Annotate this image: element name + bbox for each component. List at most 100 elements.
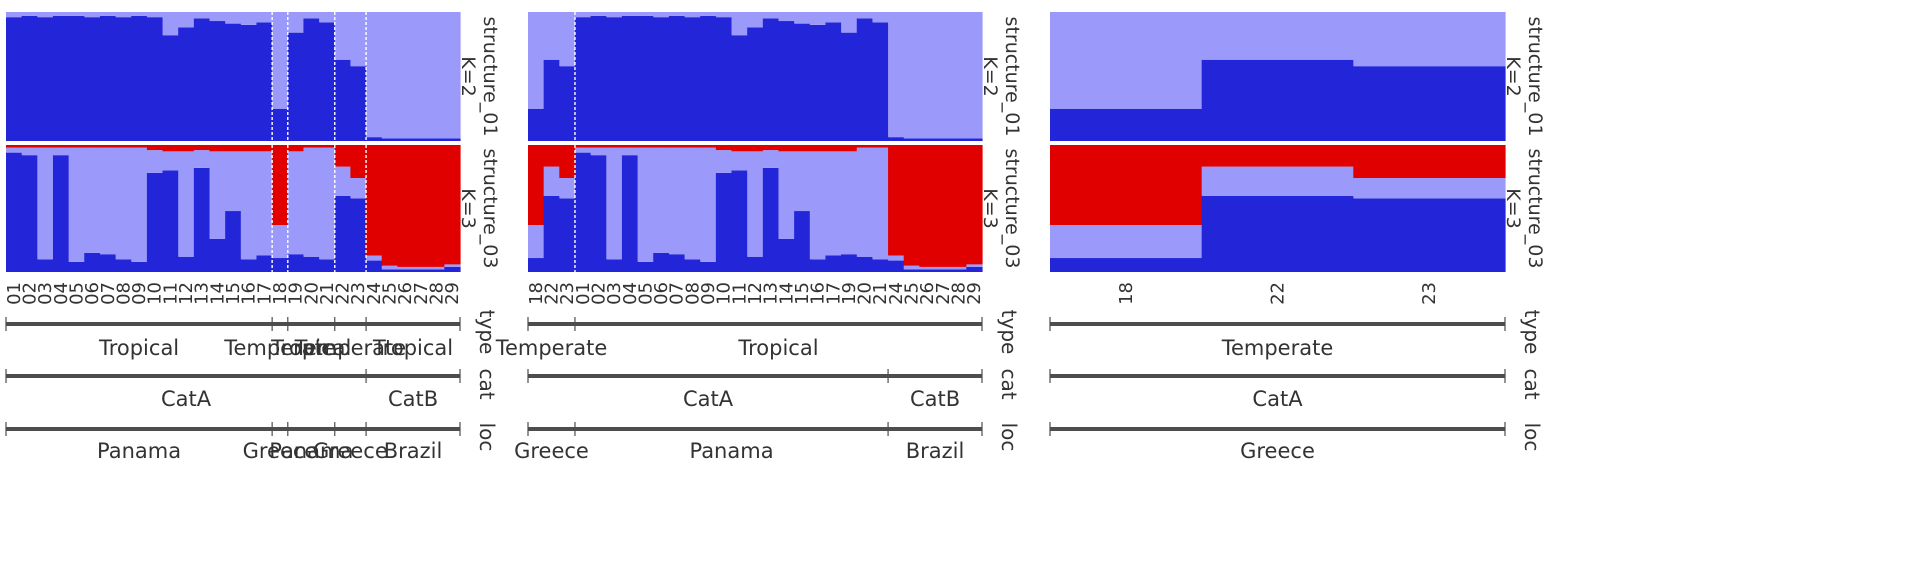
bar-segment-13-cluster1: [193, 167, 211, 272]
bar-segment-25-cluster1: [381, 138, 398, 141]
bar-segment-16-cluster2: [809, 12, 827, 25]
tick-label: 05: [635, 282, 656, 305]
bar-segment-11-cluster2: [162, 151, 179, 171]
bracket-type: Tropical TemperateTropicalTemperateTropic…: [5, 310, 499, 360]
bracket-name-label: loc: [475, 423, 499, 452]
bar-segment-22-cluster2: [334, 166, 352, 196]
row-k-label: K=2: [1502, 56, 1524, 96]
tick-label: 13: [192, 282, 213, 305]
bar-segment-12-cluster1: [178, 256, 195, 272]
bar-segment-23-cluster1: [559, 66, 576, 141]
bar-segment-27-cluster1: [413, 138, 430, 141]
bar-segment-26-cluster2: [919, 12, 936, 139]
tick-label: 06: [651, 282, 672, 305]
bar-segment-10-cluster2: [146, 12, 164, 18]
bar-segment-05-cluster1: [637, 261, 654, 272]
bar-segment-26-cluster2: [397, 266, 414, 270]
bar-segment-22-cluster1: [543, 59, 560, 142]
bracket-loc: Greece Panama Brazil loc: [514, 422, 1021, 463]
bracket-cat: CatA cat: [1049, 368, 1544, 411]
bar-segment-06-cluster3: [653, 145, 670, 148]
row-structure_03: structure_03K=3: [528, 145, 1023, 272]
tick-label: 27: [411, 282, 432, 305]
bar-segment-18-cluster2: [528, 225, 545, 259]
bracket-loc: Greece loc: [1049, 422, 1544, 463]
bar-segment-23-cluster2: [1353, 12, 1506, 67]
bar-segment-28-cluster3: [428, 145, 445, 267]
bar-segment-28-cluster1: [428, 269, 445, 272]
bar-segment-24-cluster2: [366, 255, 383, 261]
bar-segment-09-cluster3: [700, 145, 717, 148]
bar-segment-19-cluster2: [287, 12, 305, 33]
bar-segment-14-cluster1: [778, 238, 795, 272]
bar-segment-04-cluster1: [52, 15, 70, 141]
bracket-type: Temperate type: [1049, 310, 1544, 360]
bar-segment-29-cluster1: [444, 138, 461, 141]
bar-segment-03-cluster3: [37, 145, 54, 148]
tick-label: 18: [270, 282, 291, 305]
bar-segment-21-cluster3: [319, 145, 336, 148]
tick-label: 20: [855, 282, 876, 305]
bar-segment-13-cluster1: [762, 167, 780, 272]
row-structure_03: structure_03K=3: [6, 145, 501, 272]
bar-segment-28-cluster1: [428, 138, 445, 141]
bar-segment-19-cluster1: [287, 32, 305, 141]
bar-segment-18-cluster2: [272, 225, 289, 259]
bar-segment-15-cluster2: [794, 12, 811, 24]
bar-segment-03-cluster1: [606, 259, 623, 272]
bar-segment-19-cluster1: [841, 254, 858, 272]
bar-segment-16-cluster2: [240, 151, 258, 260]
group-label: Temperate: [294, 336, 407, 360]
bar-segment-12-cluster1: [178, 27, 195, 142]
bar-segment-12-cluster3: [178, 145, 195, 152]
bar-segment-17-cluster2: [825, 12, 842, 23]
bar-segment-01-cluster3: [574, 145, 592, 148]
bar-segment-29-cluster2: [444, 12, 461, 139]
bar-segment-08-cluster3: [115, 145, 132, 148]
group-label: Greece: [243, 439, 318, 463]
tick-label: 18: [1116, 282, 1137, 305]
panel-left: structure_01K=2structure_03K=30102030405…: [4, 12, 501, 463]
bar-segment-14-cluster1: [209, 238, 226, 272]
bar-segment-10-cluster2: [715, 12, 733, 18]
bar-segment-21-cluster1: [872, 259, 889, 272]
group-label: Tropical: [737, 336, 818, 360]
bracket-name-label: type: [1520, 310, 1544, 355]
bar-segment-24-cluster3: [888, 145, 905, 256]
bar-segment-08-cluster2: [115, 147, 132, 260]
bar-segment-06-cluster1: [653, 252, 670, 272]
tick-label: 19: [286, 282, 307, 305]
bar-segment-29-cluster1: [444, 266, 461, 272]
bar-segment-22-cluster1: [1201, 195, 1354, 272]
tick-label: 12: [176, 282, 197, 305]
bar-segment-09-cluster2: [131, 147, 148, 262]
bar-segment-08-cluster1: [115, 259, 132, 272]
bar-segment-21-cluster3: [872, 145, 889, 148]
bar-segment-18-cluster1: [1050, 108, 1203, 141]
row-name-label: structure_03: [479, 149, 501, 269]
bar-segment-11-cluster2: [162, 12, 179, 36]
bar-segment-22-cluster2: [334, 12, 352, 60]
bar-segment-25-cluster3: [381, 145, 398, 266]
bar-segment-15-cluster3: [225, 145, 242, 152]
bar-segment-17-cluster2: [256, 151, 273, 256]
bar-segment-29-cluster2: [966, 264, 983, 267]
bar-segment-23-cluster3: [559, 145, 576, 179]
tick-label: 22: [1268, 282, 1289, 305]
tick-label: 28: [949, 282, 970, 305]
bracket-name-label: type: [475, 310, 499, 355]
bar-segment-16-cluster2: [240, 12, 258, 25]
bar-segment-10-cluster1: [715, 17, 733, 141]
row-structure_03: structure_03K=3: [1050, 145, 1546, 272]
bar-segment-18-cluster2: [272, 12, 289, 109]
bar-segment-16-cluster1: [809, 259, 827, 272]
bar-segment-23-cluster2: [350, 12, 367, 67]
bar-segment-18-cluster3: [1050, 145, 1203, 226]
bar-segment-27-cluster3: [413, 145, 430, 267]
bar-segment-13-cluster2: [762, 12, 780, 19]
bar-segment-02-cluster2: [590, 147, 607, 156]
bar-segment-03-cluster2: [37, 12, 54, 18]
tick-label: 23: [557, 282, 578, 305]
bar-segment-20-cluster1: [303, 18, 320, 142]
row-name-label: structure_03: [1001, 149, 1023, 269]
